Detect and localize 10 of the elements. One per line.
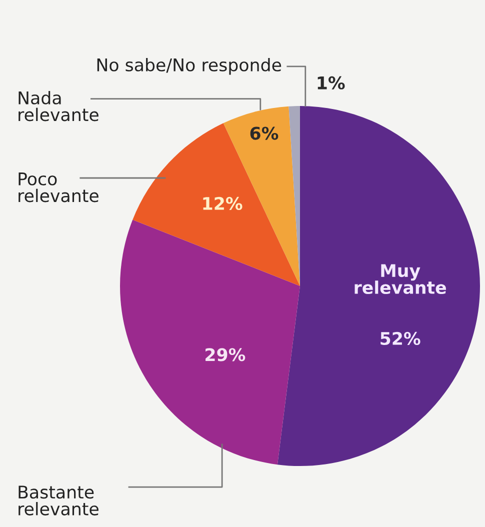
slice-label: Muy relevante [354, 264, 446, 294]
slice-label: Nada relevante [18, 91, 98, 122]
data-label: 6% [250, 126, 278, 140]
slice-label: No sabe/No responde [97, 58, 282, 75]
data-label: 29% [206, 348, 246, 362]
slice-label: Poco relevante [18, 172, 98, 202]
data-label: 12% [203, 196, 242, 210]
data-label: 52% [380, 332, 420, 346]
data-label: 1% [318, 76, 345, 90]
slice-label: Bastante relevante [18, 486, 98, 516]
